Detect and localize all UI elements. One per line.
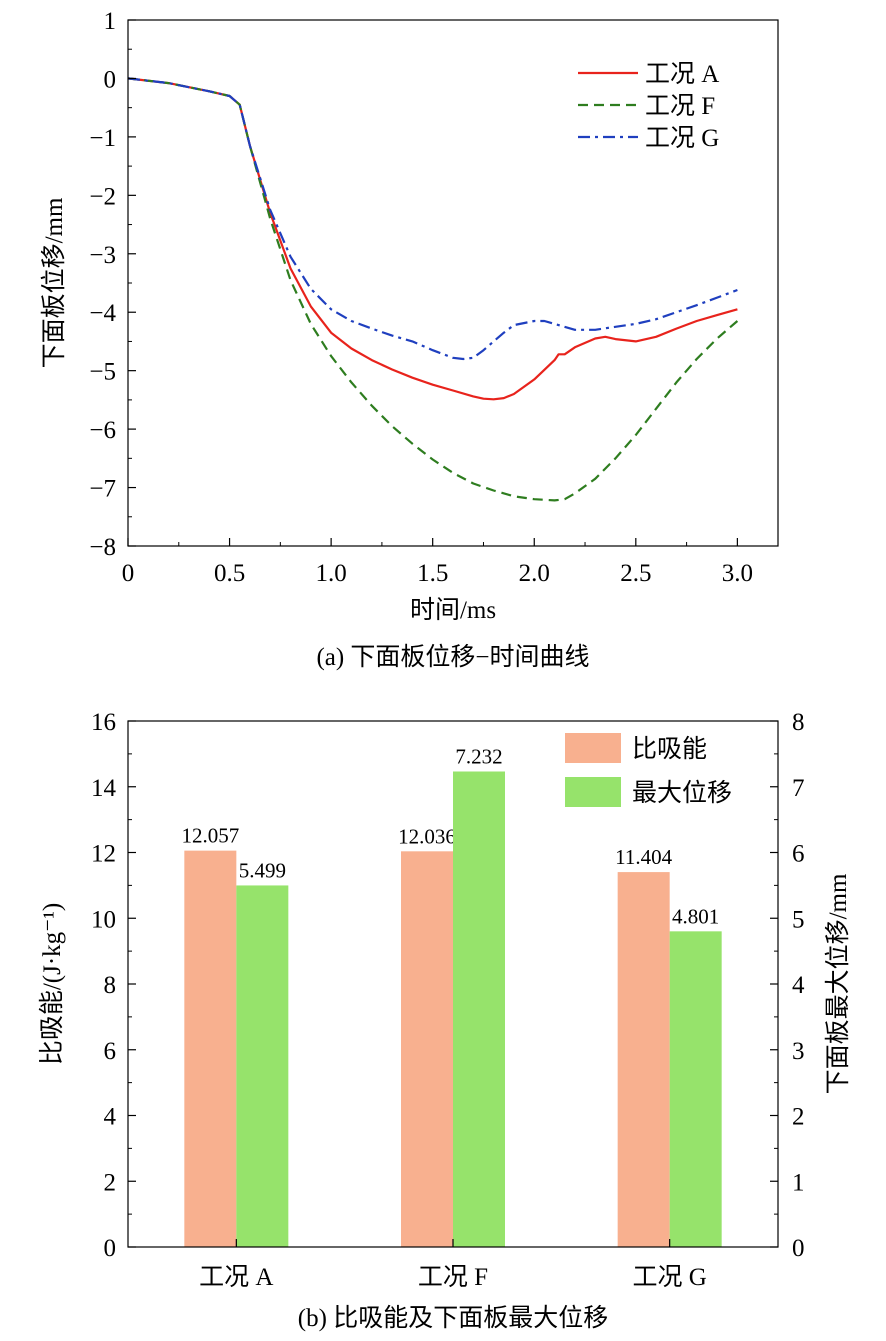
bar-最大位移-1 xyxy=(453,771,505,1247)
y-tick-label-left-b: 0 xyxy=(104,1235,117,1262)
caption-b: (b) 比吸能及下面板最大位移 xyxy=(298,1304,608,1332)
y-tick-label-right-b: 5 xyxy=(792,906,805,933)
x-tick-label-a: 2.0 xyxy=(519,560,550,587)
category-label: 工况 F xyxy=(418,1264,488,1291)
y-tick-label-right-b: 3 xyxy=(792,1038,805,1065)
y-tick-label-a: −2 xyxy=(89,183,116,210)
bar-value-label: 5.499 xyxy=(239,858,286,882)
category-label: 工况 A xyxy=(199,1264,273,1291)
y-tick-label-right-b: 2 xyxy=(792,1104,805,1131)
y-tick-label-right-b: 8 xyxy=(792,709,805,736)
bar-比吸能-0 xyxy=(184,850,237,1247)
y-tick-label-right-b: 4 xyxy=(792,972,805,999)
line-series-group xyxy=(127,77,739,502)
y-tick-label-right-b: 7 xyxy=(792,775,805,802)
x-tick-label-a: 2.5 xyxy=(620,560,651,587)
y-tick-label-left-b: 16 xyxy=(91,709,116,736)
bar-最大位移-0 xyxy=(236,885,289,1247)
y-tick-label-a: −6 xyxy=(89,417,116,444)
bar-value-label: 4.801 xyxy=(672,904,719,928)
series-line-2 xyxy=(127,77,738,361)
bar-比吸能-2 xyxy=(617,872,670,1247)
bar-value-label: 12.057 xyxy=(181,824,239,848)
bar-比吸能-1 xyxy=(401,851,453,1247)
category-label: 工况 G xyxy=(633,1264,707,1291)
y-tick-label-a: −3 xyxy=(89,242,116,269)
x-tick-label-a: 1.5 xyxy=(417,560,448,587)
bar-value-label: 12.036 xyxy=(398,824,456,848)
legend-swatch-b-0 xyxy=(565,733,621,763)
y-tick-label-left-b: 4 xyxy=(104,1104,117,1131)
y-tick-label-a: 0 xyxy=(104,66,117,93)
y-tick-label-a: 1 xyxy=(104,8,117,35)
y-tick-label-a: −1 xyxy=(89,125,116,152)
x-axis-label-a: 时间/ms xyxy=(410,596,496,624)
x-tick-label-a: 0 xyxy=(122,560,135,587)
tick-group-a: 0 0.5 1.0 1.5 2.0 2.5 3.0 1 0 −1 −2 −3 −4 −5 −6 −7 −8 xyxy=(89,8,753,587)
bar-value-label: 7.232 xyxy=(455,744,502,768)
bar-value-label: 11.404 xyxy=(615,845,672,869)
y-tick-label-a: −7 xyxy=(89,476,116,503)
y-axis-label-left-b: 比吸能/(J·kg⁻¹) xyxy=(38,903,66,1065)
series-line-1 xyxy=(127,77,739,502)
x-tick-label-a: 0.5 xyxy=(214,560,245,587)
y-tick-label-left-b: 8 xyxy=(104,972,117,999)
y-tick-label-right-b: 6 xyxy=(792,841,805,868)
legend-a: 工况 A 工况 F 工况 G xyxy=(578,61,719,152)
legend-label-1: 工况 F xyxy=(645,93,715,120)
y-tick-label-left-b: 12 xyxy=(91,841,116,868)
legend-label-0: 工况 A xyxy=(645,61,719,88)
line-chart-a: 0 0.5 1.0 1.5 2.0 2.5 3.0 1 0 −1 −2 −3 −4 −5 −6 −7 −8 工况… xyxy=(40,8,779,671)
legend-label-b-0: 比吸能 xyxy=(632,735,707,763)
y-tick-label-a: −5 xyxy=(89,359,116,386)
y-axis-label-a: 下面板位移/mm xyxy=(40,197,68,368)
y-tick-label-left-b: 6 xyxy=(104,1038,117,1065)
y-axis-label-right-b: 下面板最大位移/mm xyxy=(824,873,852,1094)
y-tick-label-right-b: 0 xyxy=(792,1235,805,1262)
bar-最大位移-2 xyxy=(669,931,722,1247)
legend-label-2: 工况 G xyxy=(645,125,719,152)
y-tick-label-left-b: 10 xyxy=(91,906,116,933)
x-tick-label-a: 1.0 xyxy=(316,560,347,587)
y-tick-label-a: −4 xyxy=(89,300,116,327)
y-tick-label-left-b: 2 xyxy=(104,1169,117,1196)
caption-a: (a) 下面板位移−时间曲线 xyxy=(316,643,589,671)
y-tick-label-a: −8 xyxy=(89,534,116,561)
legend-swatch-b-1 xyxy=(565,777,621,807)
legend-label-b-1: 最大位移 xyxy=(632,779,732,807)
x-tick-label-a: 3.0 xyxy=(722,560,753,587)
y-tick-label-right-b: 1 xyxy=(792,1169,805,1196)
y-tick-label-left-b: 14 xyxy=(91,775,117,802)
